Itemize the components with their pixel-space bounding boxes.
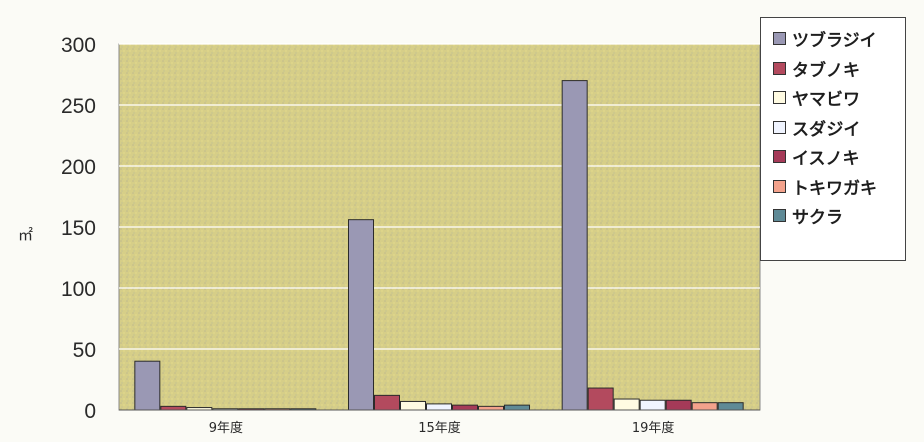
bar <box>400 400 426 411</box>
legend-swatch <box>773 209 786 223</box>
legend: ツブラジイタブノキヤマビワスダジイイスノキトキワガキサクラ <box>760 17 906 261</box>
y-tick-label: 0 <box>84 400 96 423</box>
legend-item: サクラ <box>773 201 905 231</box>
legend-label: タブノキ <box>792 60 860 81</box>
legend-label: トキワガキ <box>792 178 877 199</box>
x-category-label: 15年度 <box>418 420 461 436</box>
y-tick-label: 300 <box>61 34 96 57</box>
y-tick-label: 250 <box>61 95 96 118</box>
legend-item: トキワガキ <box>773 172 905 202</box>
legend-item: ヤマビワ <box>773 83 905 113</box>
x-category-label: 19年度 <box>632 420 675 436</box>
bar <box>639 399 666 411</box>
bar <box>561 80 588 411</box>
gridlines <box>119 43 760 350</box>
legend-label: スダジイ <box>792 119 861 140</box>
legend-label: サクラ <box>792 208 843 229</box>
bar <box>348 219 374 411</box>
y-tick-label: 150 <box>61 217 96 240</box>
bar <box>665 399 692 411</box>
bar <box>374 394 400 411</box>
legend-item: スダジイ <box>773 113 905 143</box>
legend-swatch <box>773 32 786 46</box>
bar <box>478 405 504 411</box>
y-tick-label: 50 <box>73 339 96 362</box>
bar <box>452 404 478 411</box>
legend-item: タブノキ <box>773 54 905 84</box>
bar <box>587 387 614 411</box>
y-axis-label: ㎡ <box>18 226 33 244</box>
bar <box>160 405 187 411</box>
bar <box>134 360 161 411</box>
legend-label: ツブラジイ <box>792 31 877 52</box>
bar <box>717 402 744 411</box>
bar <box>691 402 718 411</box>
legend-label: ヤマビワ <box>792 90 860 111</box>
legend-swatch <box>773 91 786 105</box>
y-tick-label: 100 <box>61 278 96 301</box>
legend-label: イスノキ <box>792 149 860 170</box>
y-tick-label: 200 <box>61 156 96 179</box>
y-tick-labels: 0 50 100 150 200 250 300 <box>61 34 96 423</box>
legend-swatch <box>773 61 786 75</box>
legend-swatch <box>773 120 786 134</box>
legend-swatch <box>773 150 786 164</box>
legend-swatch <box>773 179 786 193</box>
bar <box>504 404 530 411</box>
bar <box>613 398 640 411</box>
bar <box>426 403 452 411</box>
x-category-label: 9年度 <box>209 420 243 436</box>
legend-item: イスノキ <box>773 142 905 172</box>
legend-item: ツブラジイ <box>773 24 905 54</box>
x-category-labels: 9年度 15年度 19年度 <box>209 420 675 436</box>
